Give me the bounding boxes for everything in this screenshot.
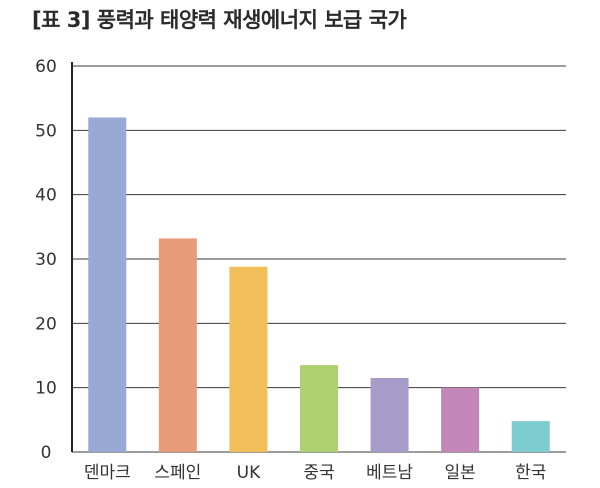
- y-tick-label: 30: [35, 250, 57, 270]
- bar-5: [441, 387, 480, 452]
- y-tick-label: 60: [35, 57, 57, 77]
- y-tick-label: 40: [35, 186, 57, 206]
- x-axis-categories: 덴마크 스페인 UK 중국 베트남 일본 한국: [84, 463, 547, 483]
- x-category-label: UK: [237, 463, 261, 483]
- x-category-label: 일본: [445, 463, 476, 483]
- x-category-label: 스페인: [154, 463, 201, 483]
- y-axis-ticks: 0 10 20 30 40 50 60: [35, 57, 57, 463]
- bars: [88, 117, 550, 452]
- bar-0: [88, 117, 127, 452]
- x-category-label: 중국: [303, 463, 334, 483]
- bar-2: [229, 266, 268, 452]
- y-tick-label: 20: [35, 314, 57, 334]
- bar-6: [511, 421, 550, 452]
- x-category-label: 한국: [515, 463, 546, 483]
- x-category-label: 베트남: [366, 463, 413, 483]
- bar-4: [370, 378, 409, 452]
- y-tick-label: 50: [35, 121, 57, 141]
- chart-title: [표 3] 풍력과 태양력 재생에너지 보급 국가: [32, 8, 407, 32]
- y-tick-label: 0: [41, 443, 52, 463]
- y-tick-label: 10: [35, 379, 57, 399]
- x-category-label: 덴마크: [84, 463, 131, 483]
- bar-1: [158, 238, 197, 452]
- bar-3: [300, 365, 338, 452]
